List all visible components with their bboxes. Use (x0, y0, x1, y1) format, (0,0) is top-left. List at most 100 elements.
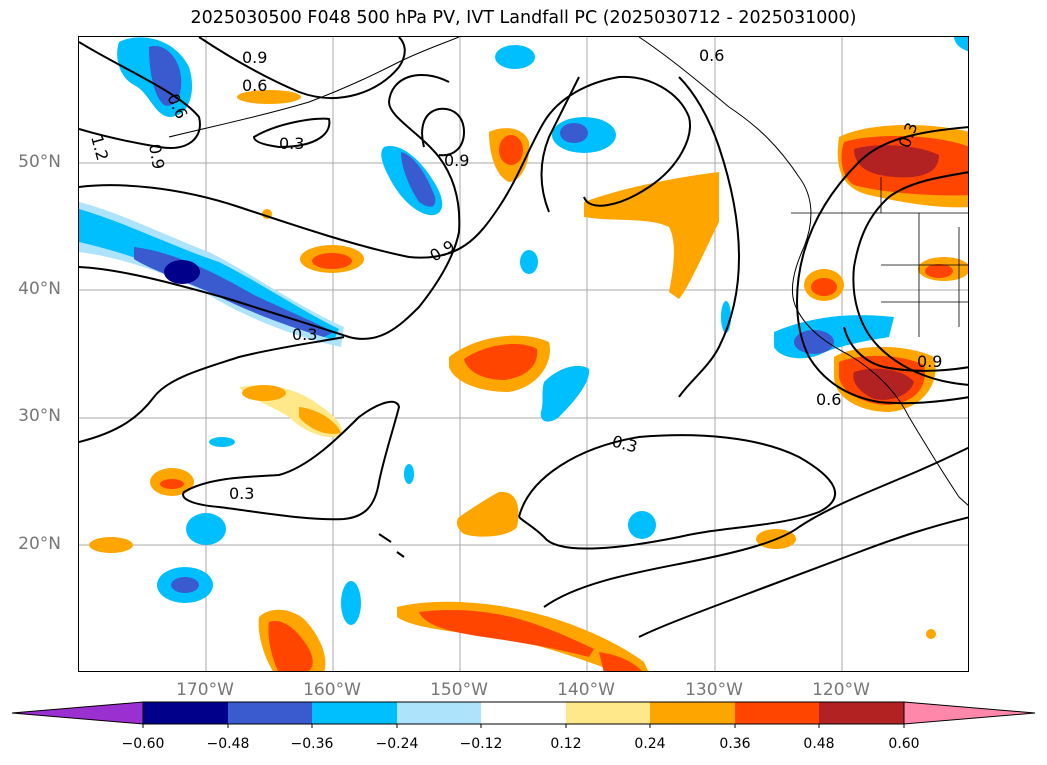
pos-dot-b (926, 629, 936, 639)
pos-socal-core (853, 368, 914, 400)
lon-label-140w: 140°W (557, 680, 615, 700)
neg-small-b (721, 301, 731, 333)
contour-0.6-mid (79, 73, 461, 340)
neg-core-west (164, 260, 200, 284)
contour-0.6-coast (796, 126, 968, 405)
colorbar-bin (650, 702, 735, 724)
negative-anomaly-fields (79, 37, 968, 625)
pos-gulf-north-core (499, 135, 523, 165)
colorbar (11, 701, 1036, 728)
pos-central-core (464, 344, 538, 380)
pos-hawaii-ne (456, 491, 519, 537)
neg-aleutian-core (149, 46, 182, 106)
pos-south-band-tail (599, 652, 642, 671)
contour-0.9-coast (843, 326, 968, 372)
pos-sw-a-core (160, 479, 184, 489)
hawaiian-islands (378, 533, 405, 558)
contour-0.6-gulf-west (540, 76, 580, 213)
colorbar-under-extend (11, 701, 144, 725)
lon-label-170w: 170°W (176, 680, 234, 700)
contour-south-long (543, 446, 968, 608)
pos-west-streak (299, 407, 341, 434)
contour-0.3-south (518, 434, 836, 550)
contour-0.9-gulf-small (421, 107, 466, 157)
neg-gulf-core (401, 152, 436, 207)
contour-label: 0.9 (427, 236, 459, 265)
contour-label: 0.6 (699, 46, 724, 65)
colorbar-bin (228, 702, 312, 724)
pv-contours (79, 37, 968, 638)
contour-0.3-north (252, 117, 331, 149)
pos-south-a-core (268, 621, 313, 671)
na-west-coast (638, 37, 968, 506)
lat-label-20n: 20°N (18, 534, 61, 554)
contour-label: 0.3 (292, 325, 317, 344)
colorbar-bin (735, 702, 819, 724)
map-title: 2025030500 F048 500 hPa PV, IVT Landfall… (190, 8, 857, 28)
lat-label-30n: 30°N (18, 406, 61, 426)
aleutian-chain (168, 37, 460, 138)
pos-midlat-a-core (312, 253, 352, 269)
contour-0.3-west (79, 336, 345, 443)
pos-aleutian (237, 90, 301, 104)
lat-label-50n: 50°N (18, 152, 61, 172)
pos-interior-core (925, 264, 953, 278)
colorbar-bin (312, 702, 397, 724)
colorbar-tick-label: −0.48 (206, 736, 250, 752)
colorbar-bin (481, 702, 566, 724)
state-borders (791, 177, 968, 337)
colorbar-tick-label: 0.24 (634, 736, 666, 752)
contour-0.3-central (182, 400, 401, 521)
neg-tiny-a (209, 437, 235, 447)
pos-south-band-core (419, 610, 594, 657)
contour-label: 0.9 (145, 142, 168, 170)
contour-0.3-interior (852, 171, 968, 386)
neg-gulf-east-core (560, 123, 588, 143)
pos-west-streak-start (242, 385, 286, 401)
colorbar-bin (819, 702, 904, 724)
pos-far-sw (89, 537, 133, 553)
contour-aleutian-nw (79, 41, 201, 149)
neg-south-east (628, 511, 656, 539)
contour-south-lower (638, 516, 968, 638)
contour-label: 0.9 (444, 151, 469, 170)
colorbar-outline (142, 701, 905, 725)
neg-south (341, 581, 361, 625)
contour-label: 0.9 (242, 48, 267, 67)
colorbar-bin (397, 702, 481, 724)
lon-label-130w: 130°W (685, 680, 743, 700)
lon-label-160w: 160°W (303, 680, 361, 700)
neg-small-a (520, 250, 538, 274)
colorbar-tick-label: −0.60 (121, 736, 165, 752)
contour-label: 0.3 (229, 484, 254, 503)
map-canvas: 0.9 0.6 0.3 1.2 0.9 0.6 0.9 0.9 0.3 0.3 … (79, 37, 968, 671)
colorbar-tick-label: 0.12 (550, 736, 582, 752)
colorbar-tick-label: 0.48 (803, 736, 835, 752)
contour-label: 0.6 (242, 76, 267, 95)
pos-nw-calif-core (811, 278, 837, 296)
contour-0.3-gulf-east (678, 76, 741, 398)
neg-ne-corner (954, 37, 968, 52)
coastlines (168, 37, 968, 558)
contour-label: 0.6 (816, 390, 841, 409)
colorbar-tick-label: −0.36 (290, 736, 334, 752)
colorbar-bin (143, 702, 228, 724)
contour-label: 0.9 (917, 352, 942, 371)
contour-label: 0.3 (610, 432, 640, 457)
neg-sw-core (171, 577, 199, 593)
lat-label-40n: 40°N (18, 279, 61, 299)
neg-north-small (495, 45, 535, 69)
colorbar-ticks (142, 724, 905, 728)
lon-label-150w: 150°W (430, 680, 488, 700)
colorbar-tick-label: −0.24 (375, 736, 419, 752)
positive-anomaly-fields (89, 90, 968, 671)
lon-label-120w: 120°W (812, 680, 870, 700)
neg-central-diagonal (540, 365, 590, 422)
contour-label: 0.3 (279, 134, 304, 153)
contour-0.6-north (198, 37, 406, 99)
neg-hawaii-west (186, 513, 226, 545)
colorbar-tick-label: 0.36 (719, 736, 751, 752)
map-panel: 0.9 0.6 0.3 1.2 0.9 0.6 0.9 0.9 0.3 0.3 … (78, 36, 969, 672)
pos-pnw-core (854, 145, 939, 178)
contour-0.9-north (79, 75, 691, 259)
